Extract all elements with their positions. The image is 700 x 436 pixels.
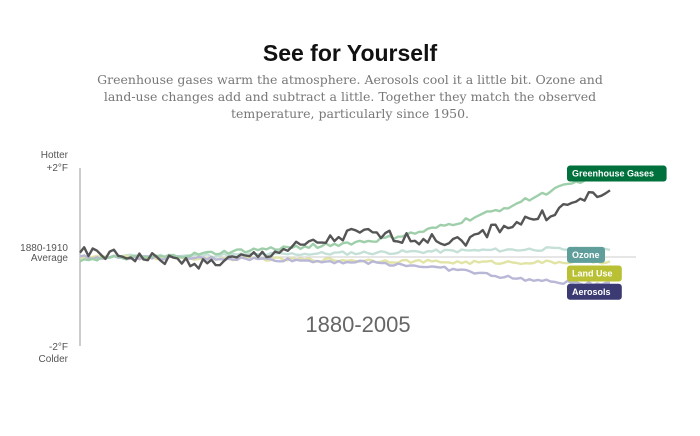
ozone-label-badge <box>567 246 605 263</box>
aerosols-label-text: Aerosols <box>572 287 611 297</box>
y-label-hotter: Hotter <box>41 150 69 161</box>
y-label-colder: Colder <box>39 354 69 365</box>
land-use-series-label: Land Use <box>567 265 622 282</box>
y-label-baseline-average: Average <box>31 253 69 264</box>
y-tick-plus-2: +2°F <box>46 163 68 174</box>
chart-subtitle: Greenhouse gases warm the atmosphere. Ae… <box>97 72 603 121</box>
series-label-layer: Ozone Land Use Aerosols Greenhouse Gases <box>567 165 667 300</box>
y-label-baseline-period: 1880-1910 <box>20 243 68 254</box>
greenhouse-gases-label-badge <box>567 165 667 182</box>
period-label: 1880-2005 <box>305 312 410 337</box>
greenhouse-gases-series-label: Greenhouse Gases <box>567 165 667 182</box>
chart-title: See for Yourself <box>262 40 438 66</box>
ozone-label-text: Ozone <box>572 250 600 260</box>
greenhouse-gases-label-text: Greenhouse Gases <box>572 169 654 179</box>
observed-series-line <box>79 189 611 270</box>
y-tick-minus-2: -2°F <box>49 342 68 353</box>
aerosols-series-label: Aerosols <box>567 283 622 300</box>
land-use-label-badge <box>567 265 622 282</box>
series-layer <box>79 169 611 287</box>
ozone-series-label: Ozone <box>567 246 605 263</box>
land-use-label-text: Land Use <box>572 268 613 278</box>
aerosols-label-badge <box>567 283 622 300</box>
